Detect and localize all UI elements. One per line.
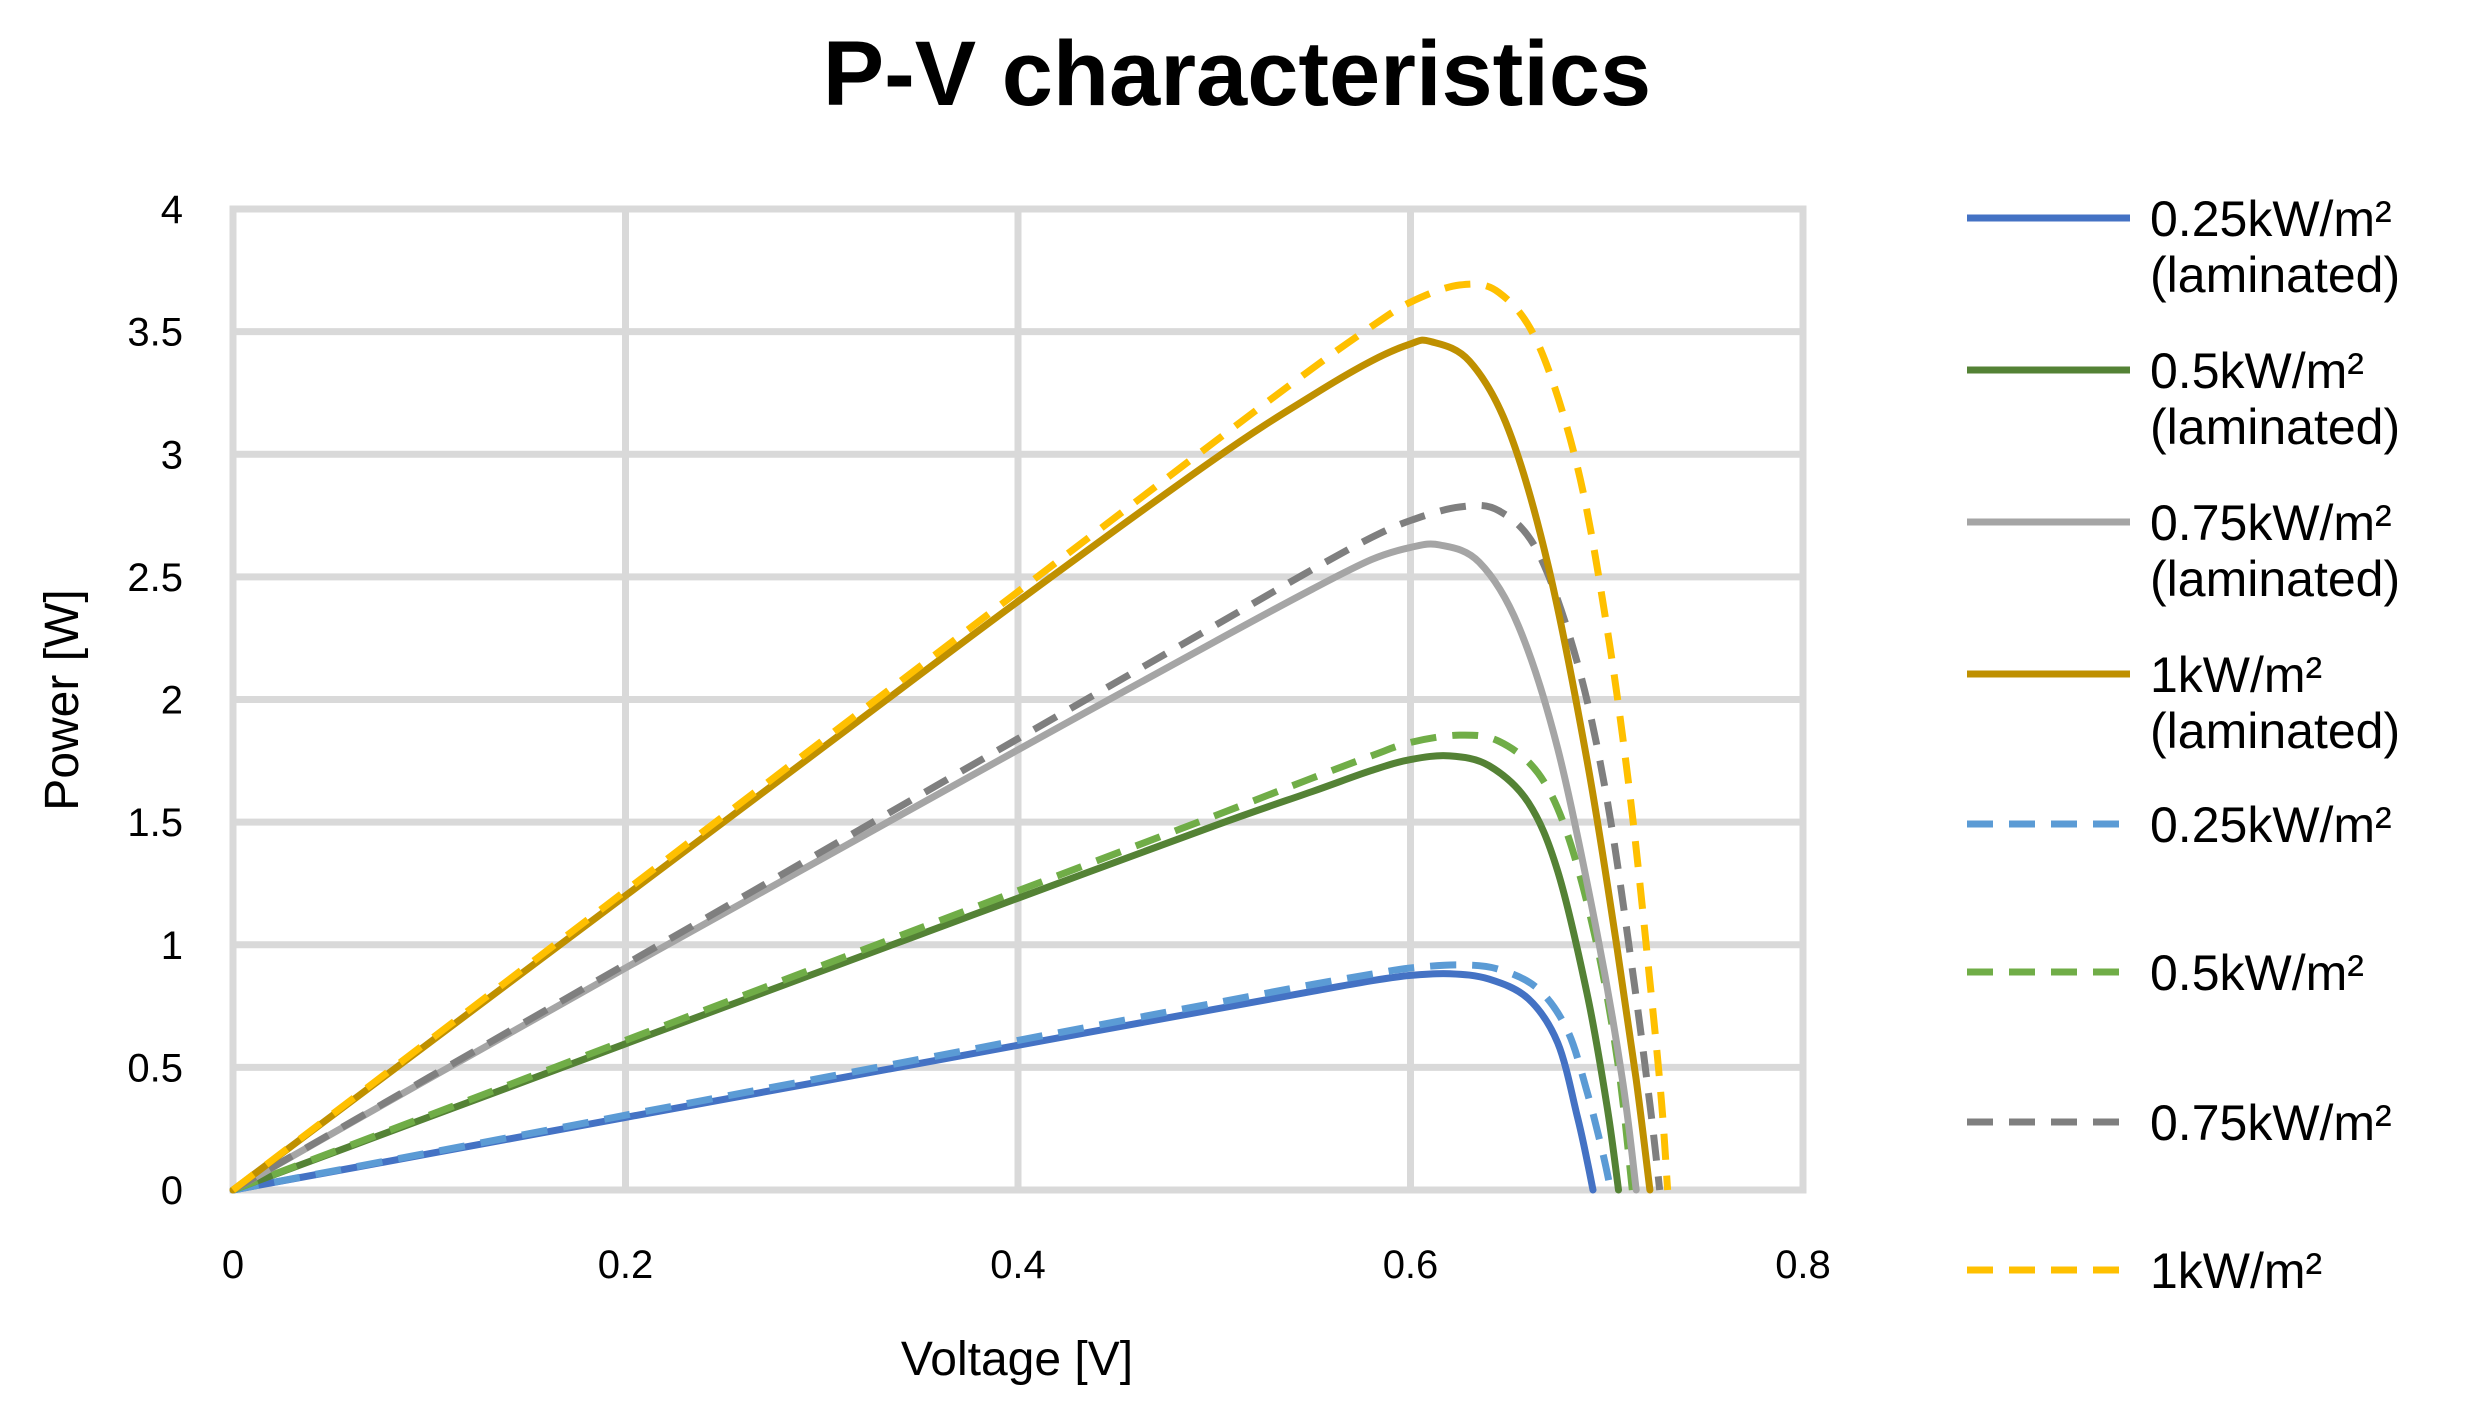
- legend-label-3: 1kW/m²: [2150, 647, 2322, 703]
- y-tick-label: 3: [161, 433, 183, 477]
- plot-frame: [229, 205, 1807, 1194]
- legend-label-2: 0.75kW/m²: [2150, 495, 2392, 551]
- series-line-2: [229, 540, 1640, 1194]
- legend-label-5: 0.5kW/m²: [2150, 945, 2364, 1001]
- x-axis-label: Voltage [V]: [901, 1333, 1133, 1386]
- y-tick-label: 3.5: [127, 311, 183, 355]
- x-tick-labels: 0 0.2 0.4 0.6 0.8: [222, 1243, 1831, 1287]
- series-line-0: [229, 970, 1597, 1194]
- series-line-4: [232, 961, 1615, 1194]
- legend-label-1: 0.5kW/m²: [2150, 343, 2364, 399]
- x-tick-label: 0.2: [598, 1243, 654, 1287]
- y-tick-labels: 0 0.5 1 1.5 2 2.5 3 3.5 4: [127, 188, 183, 1213]
- legend-label-0: (laminated): [2150, 247, 2400, 303]
- x-tick-label: 0.8: [1775, 1243, 1831, 1287]
- series-line-3: [229, 336, 1654, 1194]
- series-line-6: [231, 501, 1664, 1194]
- series-lines: [229, 280, 1672, 1194]
- y-tick-label: 4: [161, 188, 183, 232]
- legend-label-6: 0.75kW/m²: [2150, 1095, 2392, 1151]
- y-tick-label: 1: [161, 924, 183, 968]
- y-tick-label: 2.5: [127, 556, 183, 600]
- legend-label-0: 0.25kW/m²: [2150, 191, 2392, 247]
- series-line-7: [230, 280, 1672, 1193]
- legend-label-3: (laminated): [2150, 703, 2400, 759]
- y-axis-label: Power [W]: [36, 589, 89, 810]
- series-line-1: [229, 752, 1622, 1194]
- legend-label-1: (laminated): [2150, 399, 2400, 455]
- x-tick-label: 0.4: [990, 1243, 1046, 1287]
- series-line-5: [231, 731, 1636, 1194]
- y-tick-label: 0: [161, 1169, 183, 1213]
- legend-label-2: (laminated): [2150, 551, 2400, 607]
- legend-label-7: 1kW/m²: [2150, 1243, 2322, 1299]
- x-tick-label: 0: [222, 1243, 244, 1287]
- y-tick-label: 1.5: [127, 801, 183, 845]
- legend-label-4: 0.25kW/m²: [2150, 797, 2392, 853]
- chart-title: P-V characteristics: [823, 23, 1651, 125]
- y-tick-label: 0.5: [127, 1046, 183, 1090]
- plot-area: [229, 205, 1807, 1194]
- legend: 0.25kW/m²(laminated)0.5kW/m²(laminated)0…: [1967, 191, 2400, 1299]
- y-tick-label: 2: [161, 679, 183, 723]
- x-tick-label: 0.6: [1383, 1243, 1439, 1287]
